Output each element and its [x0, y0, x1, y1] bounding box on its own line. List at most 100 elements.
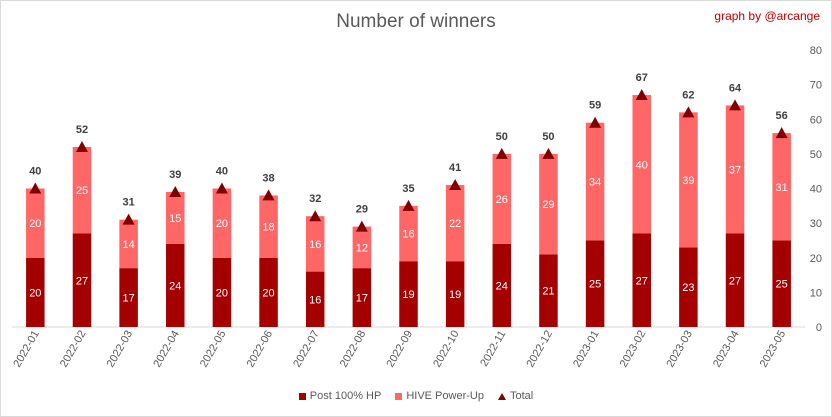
- x-tick-label: 2022-10: [431, 329, 462, 370]
- bar-label-powerup: 29: [542, 199, 554, 211]
- bar-post-100-hp: [119, 268, 138, 327]
- total-label: 62: [682, 89, 694, 101]
- y-tick-label: 70: [810, 80, 822, 92]
- legend: Post 100% HP HIVE Power-Up Total: [0, 390, 832, 402]
- legend-item-powerup: HIVE Power-Up: [395, 390, 484, 402]
- total-marker: [355, 220, 368, 232]
- bar-label-post: 25: [776, 279, 788, 291]
- total-label: 59: [589, 100, 601, 112]
- bar-hive-power-up: [772, 133, 791, 241]
- bar-label-powerup: 16: [402, 229, 414, 241]
- legend-label-post: Post 100% HP: [309, 390, 382, 402]
- total-marker: [449, 179, 462, 191]
- legend-item-post: Post 100% HP: [298, 390, 382, 402]
- total-marker: [29, 182, 42, 194]
- bar-label-post: 24: [496, 280, 508, 292]
- bar-hive-power-up: [305, 216, 325, 272]
- total-label: 38: [262, 172, 274, 184]
- x-tick-label: 2023-04: [711, 329, 742, 370]
- total-label: 64: [729, 82, 742, 94]
- total-label: 67: [636, 72, 648, 84]
- bar-post-100-hp: [305, 271, 325, 327]
- bar-label-powerup: 15: [169, 213, 181, 225]
- y-tick-label: 10: [810, 287, 822, 299]
- bar-hive-power-up: [259, 195, 278, 258]
- bar-label-powerup: 25: [76, 185, 88, 197]
- total-marker: [775, 127, 788, 139]
- total-marker: [589, 116, 602, 128]
- total-marker: [402, 199, 415, 211]
- x-tick-label: 2023-05: [758, 329, 789, 370]
- bar-label-powerup: 12: [356, 242, 368, 254]
- bar-label-post: 21: [542, 286, 554, 298]
- bar-label-post: 20: [216, 287, 228, 299]
- bar-label-powerup: 20: [216, 218, 228, 230]
- total-marker: [729, 99, 742, 111]
- chart-credit: graph by @arcange: [714, 9, 820, 23]
- bar-label-powerup: 16: [309, 239, 321, 251]
- y-tick-label: 0: [816, 322, 822, 334]
- bar-label-powerup: 34: [589, 177, 601, 189]
- total-markers-group: 40 52 31 39 40 38 32 29 35 41 50 50 59 67 62 64 56: [29, 72, 788, 232]
- bar-label-powerup: 39: [682, 175, 694, 187]
- bar-hive-power-up: [212, 188, 232, 258]
- x-tick-label: 2022-08: [338, 329, 369, 370]
- total-label: 31: [122, 197, 134, 209]
- x-tick-label: 2022-11: [478, 329, 508, 369]
- total-marker: [75, 140, 88, 152]
- legend-marker-total-icon: [497, 392, 506, 400]
- bar-hive-power-up: [585, 122, 605, 241]
- x-tick-label: 2023-03: [664, 329, 695, 370]
- total-label: 35: [402, 183, 414, 195]
- bar-post-100-hp: [72, 233, 92, 327]
- legend-label-powerup: HIVE Power-Up: [406, 390, 484, 402]
- total-label: 56: [776, 110, 788, 122]
- bar-post-100-hp: [539, 254, 558, 327]
- bar-hive-power-up: [679, 112, 698, 248]
- y-axis: 0 10 20 30 40 50 60 70 80: [810, 45, 822, 334]
- x-tick-label: 2022-12: [524, 329, 555, 370]
- bar-post-100-hp: [725, 233, 745, 327]
- total-label: 40: [29, 166, 41, 178]
- total-marker: [122, 213, 135, 225]
- y-tick-label: 40: [810, 184, 822, 196]
- total-marker: [169, 185, 182, 197]
- bar-post-100-hp: [585, 240, 605, 327]
- x-tick-label: 2022-02: [58, 329, 89, 370]
- bar-label-powerup: 20: [29, 218, 41, 230]
- bar-post-100-hp: [26, 257, 45, 327]
- total-label: 29: [356, 204, 368, 216]
- total-label: 40: [216, 166, 228, 178]
- bar-label-powerup: 14: [122, 239, 134, 251]
- total-marker: [495, 147, 508, 159]
- bar-post-100-hp: [352, 268, 372, 327]
- bar-hive-power-up: [166, 191, 185, 244]
- bar-label-post: 24: [169, 280, 181, 292]
- x-tick-label: 2022-01: [11, 329, 42, 370]
- bar-hive-power-up: [352, 226, 372, 269]
- bar-post-100-hp: [212, 257, 232, 327]
- bar-label-post: 17: [122, 293, 134, 305]
- bar-post-100-hp: [632, 233, 651, 327]
- total-label: 41: [449, 162, 461, 174]
- bar-label-powerup: 22: [449, 218, 461, 230]
- bar-label-post: 19: [402, 289, 414, 301]
- total-label: 52: [76, 124, 88, 136]
- x-tick-label: 2023-01: [571, 329, 602, 370]
- x-tick-label: 2022-06: [245, 329, 276, 370]
- bar-hive-power-up: [399, 205, 418, 262]
- x-tick-label: 2022-03: [105, 329, 136, 370]
- legend-swatch-powerup: [395, 392, 403, 400]
- bar-hive-power-up: [725, 105, 745, 234]
- bar-hive-power-up: [492, 153, 512, 244]
- bar-label-post: 23: [682, 282, 694, 294]
- y-tick-label: 50: [810, 149, 822, 161]
- bar-post-100-hp: [492, 243, 512, 327]
- total-marker: [542, 147, 555, 159]
- legend-label-total: Total: [509, 390, 534, 402]
- bar-post-100-hp: [772, 240, 791, 327]
- bar-label-powerup: 31: [776, 182, 788, 194]
- bar-hive-power-up: [72, 146, 92, 234]
- total-label: 39: [169, 169, 181, 181]
